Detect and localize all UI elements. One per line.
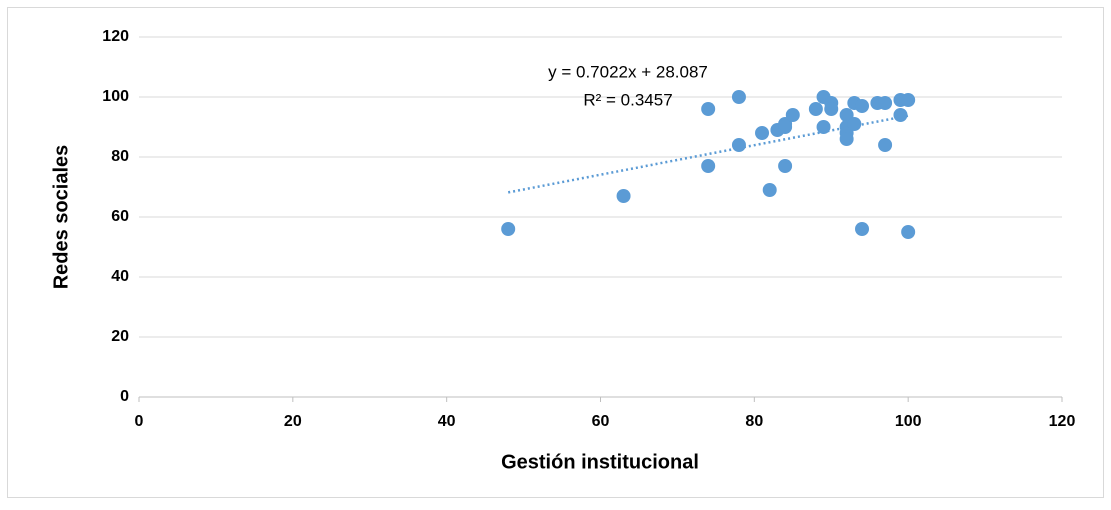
point [731, 138, 746, 152]
point [878, 138, 893, 152]
point [501, 222, 516, 236]
trendline-equation: y = 0.7022x + 28.087 [548, 62, 708, 81]
point [731, 90, 746, 104]
trendline-r2: R² = 0.3457 [583, 90, 672, 109]
point [755, 126, 770, 140]
y-tick-label: 40 [111, 268, 129, 285]
point [839, 132, 854, 146]
point [701, 102, 716, 116]
point [847, 117, 862, 131]
point [701, 159, 716, 173]
x-tick-label: 60 [592, 413, 610, 430]
point [901, 225, 916, 239]
chart-border [7, 7, 1104, 498]
point [824, 102, 839, 116]
point [901, 93, 916, 107]
grid: 0 20 40 60 80 100 120 0 20 40 60 80 100 120 [102, 28, 1075, 430]
point [778, 159, 793, 173]
y-tick-label: 120 [102, 28, 129, 45]
marks [501, 90, 916, 239]
point [878, 96, 893, 110]
point [855, 222, 870, 236]
point [616, 189, 631, 203]
x-tick-label: 40 [438, 413, 456, 430]
x-tick-label: 80 [745, 413, 763, 430]
x-tick-label: 100 [895, 413, 922, 430]
point [855, 99, 870, 113]
y-tick-label: 0 [120, 388, 129, 405]
point [762, 183, 777, 197]
y-tick-label: 60 [111, 208, 129, 225]
x-tick-label: 20 [284, 413, 302, 430]
y-tick-label: 20 [111, 328, 129, 345]
point [816, 120, 831, 134]
y-axis-title: Redes sociales [50, 145, 72, 290]
y-tick-label: 80 [111, 148, 129, 165]
x-tick-label: 120 [1049, 413, 1076, 430]
y-tick-label: 100 [102, 88, 129, 105]
x-tick-label: 0 [135, 413, 144, 430]
point [893, 108, 908, 122]
point [785, 108, 800, 122]
point [808, 102, 823, 116]
x-axis-title: Gestión institucional [501, 451, 699, 473]
